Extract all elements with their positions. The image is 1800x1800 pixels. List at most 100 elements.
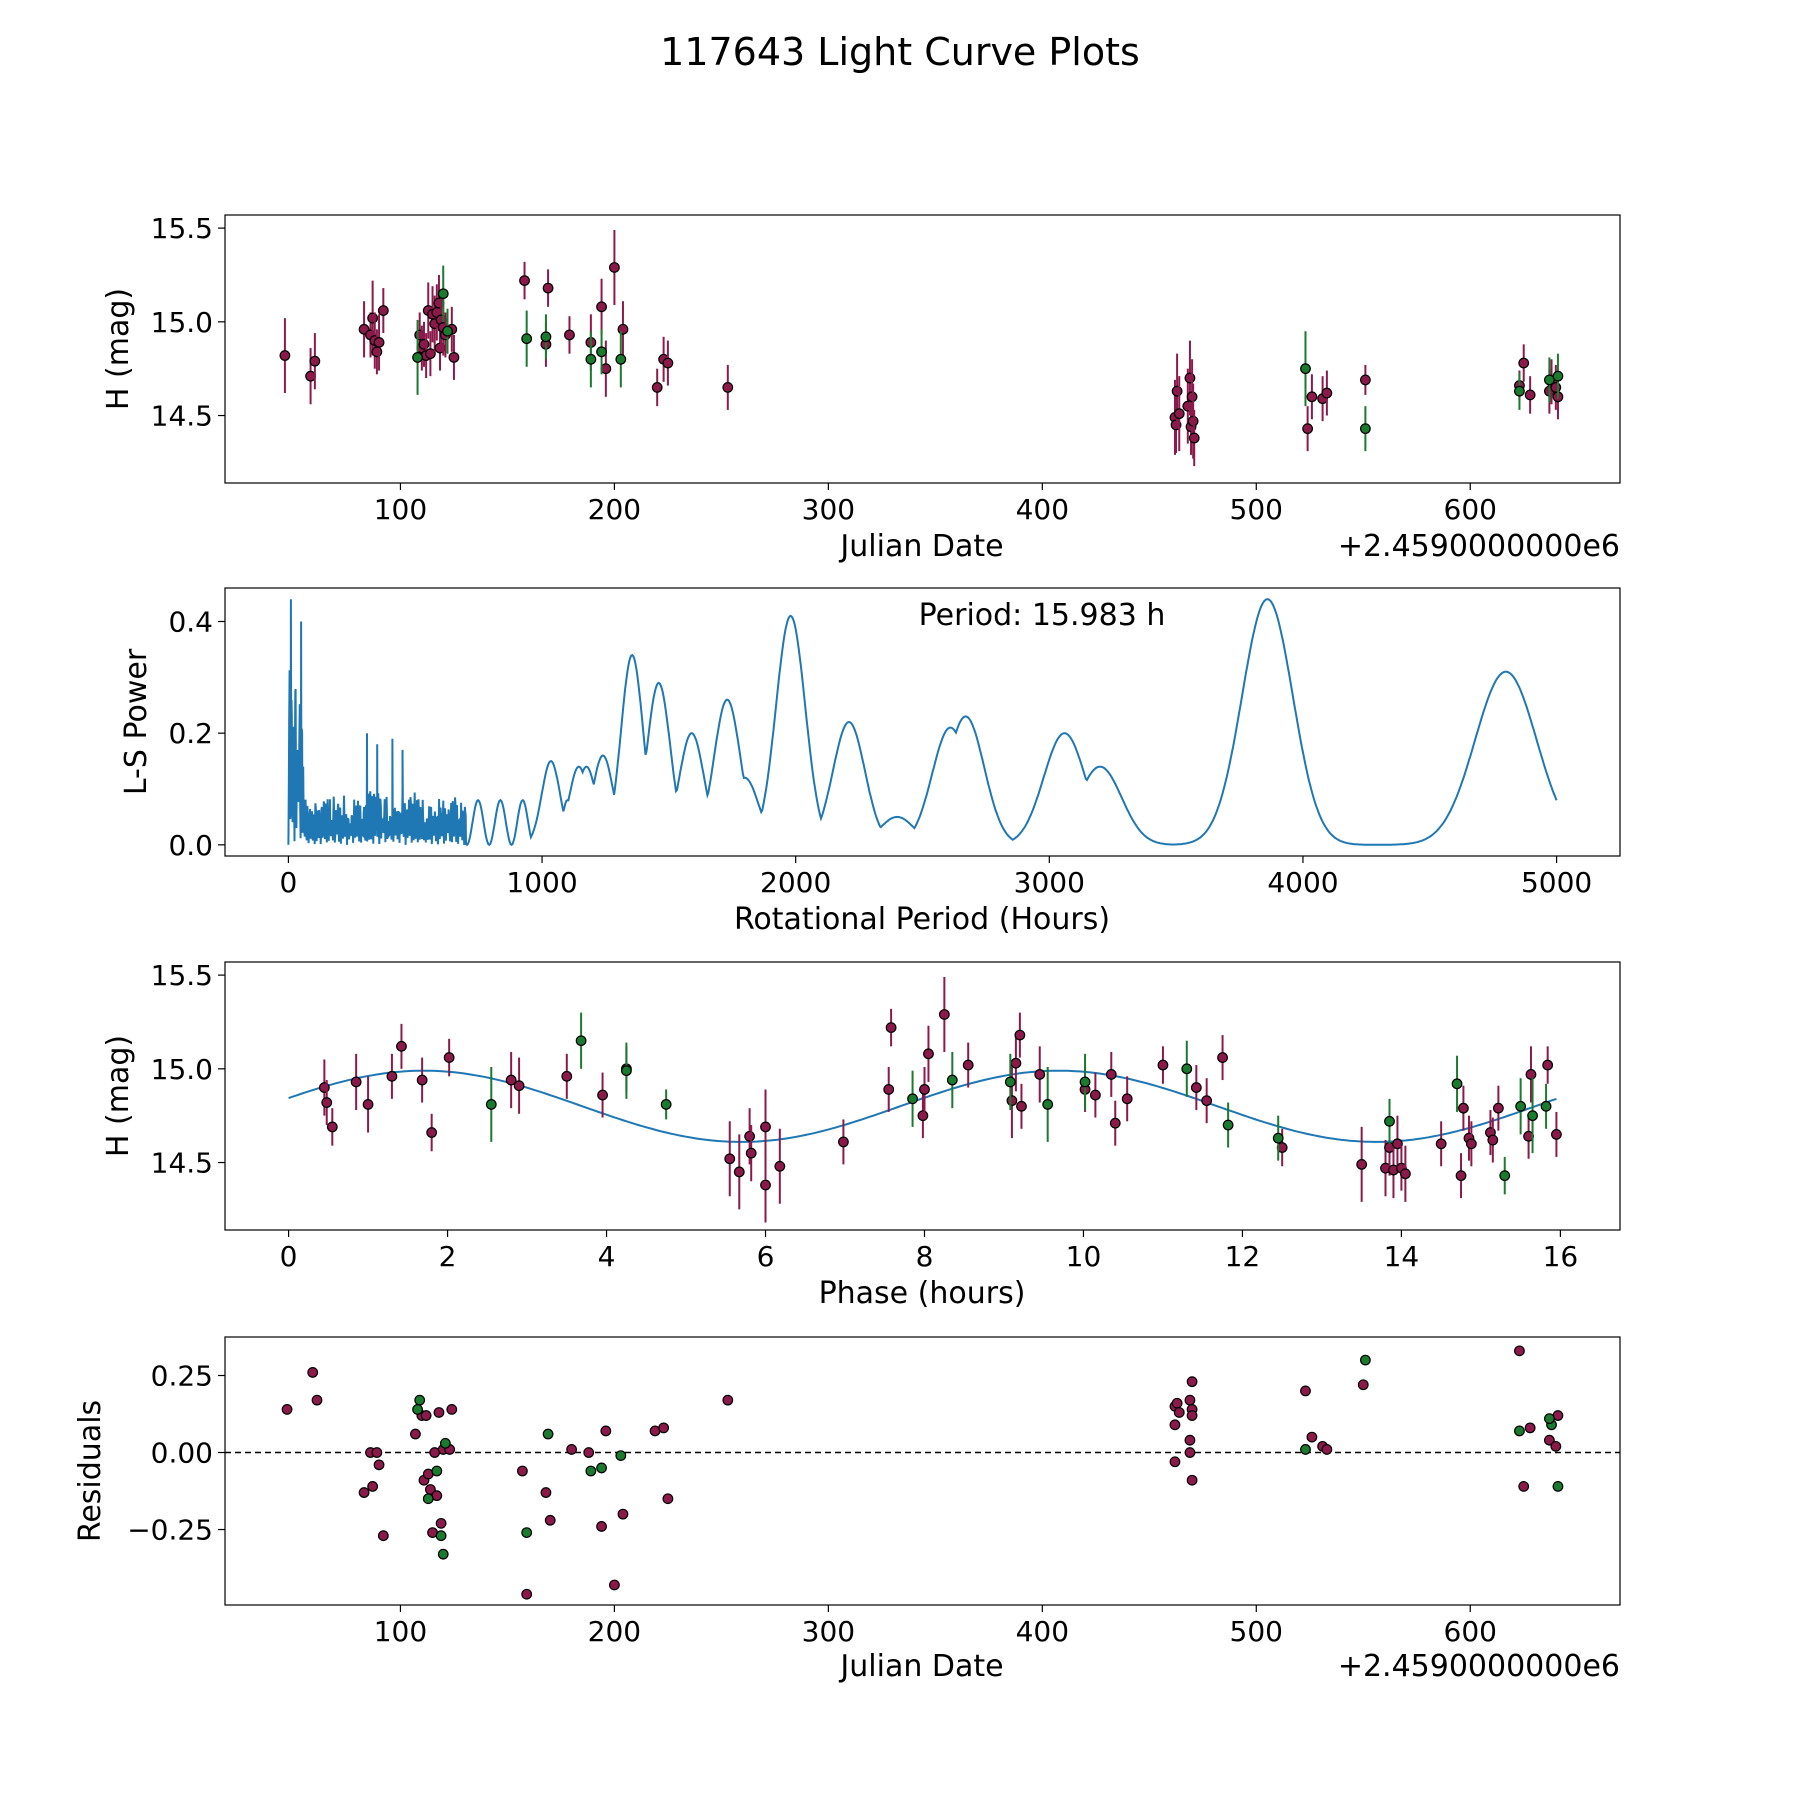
light-curve-point-r [424,348,436,360]
phase-point-r [1465,1138,1477,1150]
light-curve-y-tick-label: 14.5 [151,400,213,433]
periodogram-x-tick-label: 5000 [1521,866,1592,899]
periodogram-y-label: L-S Power [119,648,154,795]
phase-point-r [1525,1069,1537,1080]
phase-x-tick-label: 0 [280,1240,298,1273]
residuals-point-r [1169,1456,1181,1468]
light-curve-y-tick-label: 15.5 [151,212,213,245]
light-curve-point-g [437,288,449,300]
residuals-frame [224,1336,1621,1606]
residuals-point-r [521,1588,533,1600]
phase-point-r [1356,1159,1368,1170]
residuals-point-r [446,1403,458,1415]
light-curve-point-g [615,353,627,365]
residuals-point-r [307,1367,319,1378]
phase-point-r [1010,1057,1022,1069]
light-curve-point-g [1552,370,1564,382]
periodogram-x-ticks: 0 1000 2000 3000 4000 5000 [279,856,1592,899]
residuals-point-r [1357,1379,1369,1391]
residuals-point-g [1359,1354,1371,1366]
residuals-point-r [1184,1394,1196,1406]
phase-x-tick-label: 10 [1066,1240,1102,1273]
residuals-point-g [437,1548,449,1560]
phase-x-label: Phase (hours) [819,1276,1026,1311]
phase-x-tick-label: 12 [1225,1240,1261,1273]
light-curve-point-r [519,275,530,286]
periodogram-x-label: Rotational Period (Hours) [734,902,1110,937]
light-curve-point-r [309,355,321,367]
light-curve-point-r [1173,408,1185,420]
light-curve-point-r [1359,374,1371,386]
residuals-point-g [431,1465,443,1477]
light-curve-x-label: Julian Date [838,529,1003,564]
phase-point-r [321,1097,333,1108]
residuals-point-g [422,1493,434,1505]
light-curve-point-g [1514,385,1525,397]
residuals-point-r [617,1508,629,1520]
residuals-x-tick-label: 400 [1016,1615,1069,1648]
residuals-y-ticks: 0.25 0.00 −0.25 [127,1360,225,1547]
phase-point-g [485,1099,497,1110]
residuals-point-r [1184,1434,1196,1446]
light-curve-point-r [373,337,385,348]
phase-point-r [1217,1052,1228,1063]
phase-point-r [938,1009,950,1020]
phase-point-r [1034,1069,1046,1080]
light-curve-point-r [418,338,430,350]
residuals-x-tick-label: 200 [588,1615,641,1648]
residuals-point-r [544,1514,556,1526]
phase-point-r [724,1153,736,1165]
light-curve-point-r [1186,391,1198,403]
residuals-point-g [542,1428,554,1440]
phase-point-r [962,1059,974,1071]
phase-plot-area [288,976,1562,1223]
phase-point-r [1190,1082,1202,1093]
phase-point-r [883,1084,895,1095]
light-curve-panel: 100 200 300 400 500 600 14.5 15.0 15.5 Julian D… [101,212,1621,564]
phase-point-r [1006,1095,1018,1107]
residuals-point-g [412,1403,423,1415]
periodogram-y-tick-label: 0.0 [168,829,213,862]
residuals-point-r [420,1410,432,1421]
phase-point-r [416,1074,428,1086]
phase-point-g [1451,1078,1463,1090]
residuals-x-tick-label: 100 [374,1615,427,1648]
residuals-x-tick-label: 500 [1230,1615,1283,1648]
phase-point-g [1540,1100,1552,1112]
residuals-point-r [1169,1419,1181,1431]
periodogram-plot-area [287,598,1558,847]
phase-point-r [505,1074,517,1086]
light-curve-point-g [540,331,552,343]
residuals-point-r [1186,1376,1198,1388]
phase-point-g [621,1065,632,1077]
phase-point-r [443,1052,455,1063]
phase-point-r [326,1121,338,1133]
residuals-point-r [1186,1474,1198,1486]
light-curve-point-r [1518,357,1530,369]
residuals-point-r [367,1481,379,1492]
phase-panel: 0 2 4 6 8 10 12 14 16 14.5 15.0 15.5 Phase (hours)… [101,959,1621,1311]
phase-point-g [1042,1099,1054,1110]
residuals-point-r [596,1521,607,1532]
residuals-point-r [1186,1410,1198,1421]
residuals-x-offset: +2.4590000000e6 [1338,1649,1620,1684]
phase-point-r [597,1089,608,1101]
phase-point-r [1201,1095,1213,1107]
residuals-point-r [1300,1385,1311,1397]
phase-point-g [1079,1076,1091,1088]
phase-y-tick-label: 15.5 [151,959,213,992]
residuals-point-r [566,1444,578,1455]
residuals-point-r [583,1447,595,1458]
light-curve-point-r [1306,391,1318,403]
phase-point-r [1487,1134,1499,1146]
residuals-y-tick-label: −0.25 [127,1514,213,1547]
phase-point-r [1014,1029,1026,1041]
light-curve-x-tick-label: 200 [588,493,641,526]
phase-x-tick-label: 14 [1384,1240,1420,1273]
light-curve-point-r [662,357,674,369]
residuals-point-r [358,1487,370,1498]
residuals-point-r [371,1447,383,1458]
light-curve-x-ticks: 100 200 300 400 500 600 [374,483,1497,526]
residuals-point-g [596,1462,607,1474]
light-curve-point-r [371,346,383,358]
